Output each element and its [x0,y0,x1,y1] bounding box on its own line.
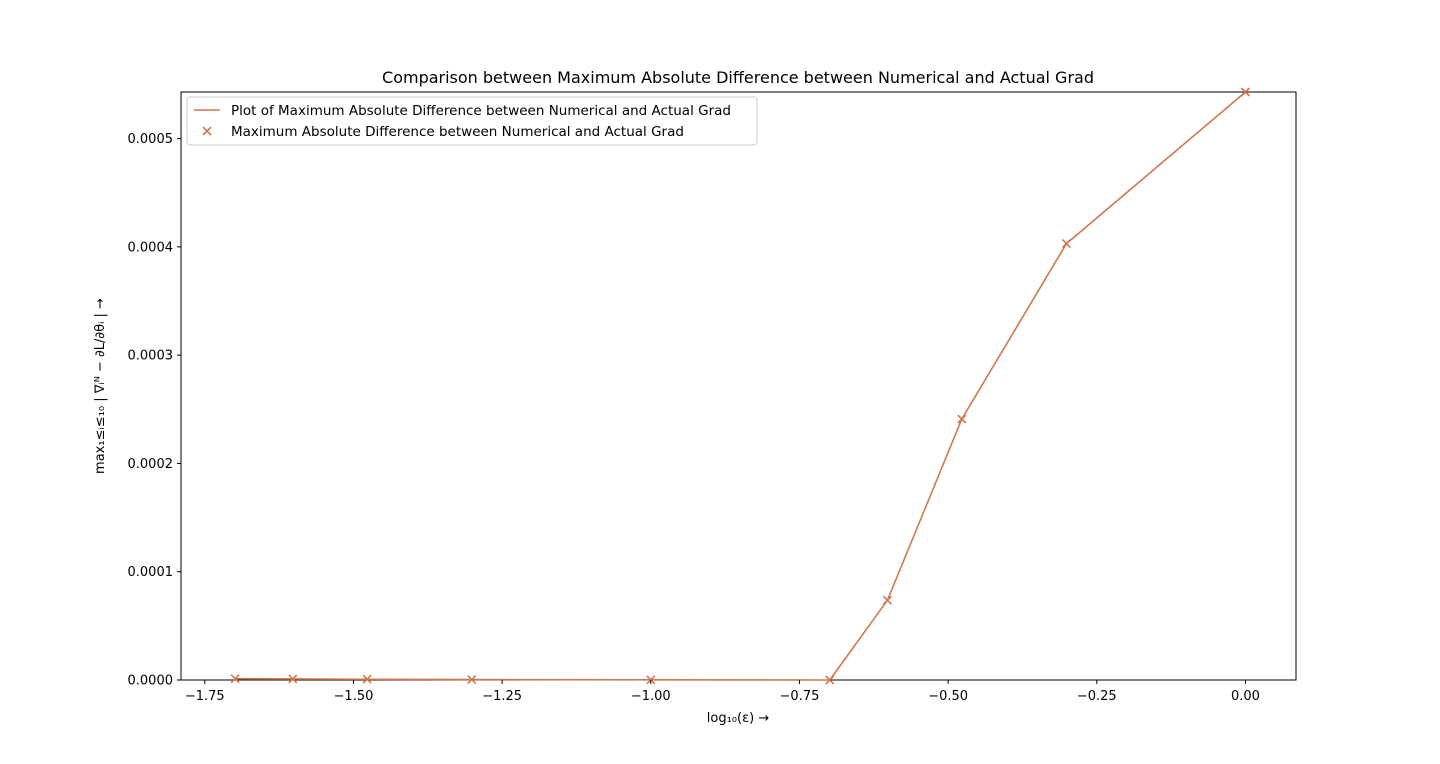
legend-entry-scatter: Maximum Absolute Difference between Nume… [231,124,684,140]
marker-stroke [1061,239,1072,249]
y-tick-label: 0.0004 [128,240,174,255]
marker-stroke [646,675,656,685]
y-axis: 0.0000 0.0001 0.0002 0.0003 0.0004 0.0005 [128,132,181,689]
x-tick-label: −1.25 [482,689,522,704]
y-tick-label: 0.0003 [128,349,174,364]
scatter-point [1061,239,1072,249]
series-line [235,91,1246,681]
scatter-point [467,675,477,685]
chart-title: Comparison between Maximum Absolute Diff… [382,68,1094,87]
legend: Plot of Maximum Absolute Difference betw… [186,96,758,146]
x-tick-label: −0.75 [780,689,820,704]
y-tick-label: 0.0000 [128,674,174,689]
y-tick-label: 0.0005 [128,132,174,147]
y-axis-label: max₁≤ᵢ≤₁₀ | ∇ᵢᴺ − ∂L/∂θᵢ | → [93,298,108,474]
marker-stroke [288,674,298,684]
legend-marker-swatch [202,126,212,136]
x-tick-label: −1.50 [334,689,374,704]
x-tick-label: −0.50 [928,689,968,704]
y-tick-label: 0.0002 [128,457,174,472]
legend-frame [186,96,758,146]
x-tick-label: −0.25 [1077,689,1117,704]
marker-stroke [202,126,212,136]
marker-stroke [230,674,240,684]
marker-stroke [362,674,372,684]
x-axis-label: log₁₀(ε) → [707,711,770,726]
scatter-point [646,675,656,685]
y-tick-label: 0.0001 [128,565,174,580]
legend-x-marker [202,126,212,136]
marker-stroke [467,675,477,685]
legend-entry-line: Plot of Maximum Absolute Difference betw… [231,103,731,119]
x-tick-label: 0.00 [1231,689,1260,704]
marker-stroke [1240,87,1251,97]
scatter-point [882,595,893,605]
scatter-point [288,674,298,684]
scatter-point [230,674,240,684]
x-axis: −1.75 −1.50 −1.25 −1.00 −0.75 −0.50 −0.25 0.00 [185,680,1260,704]
scatter-point [362,674,372,684]
marker-stroke [825,675,835,685]
marker-stroke [882,595,893,605]
plot-area [180,87,1297,685]
scatter-point [1240,87,1251,97]
marker-stroke [957,414,967,424]
scatter-point [825,675,835,685]
x-tick-label: −1.75 [185,689,225,704]
x-tick-label: −1.00 [631,689,671,704]
scatter-point [957,414,967,424]
